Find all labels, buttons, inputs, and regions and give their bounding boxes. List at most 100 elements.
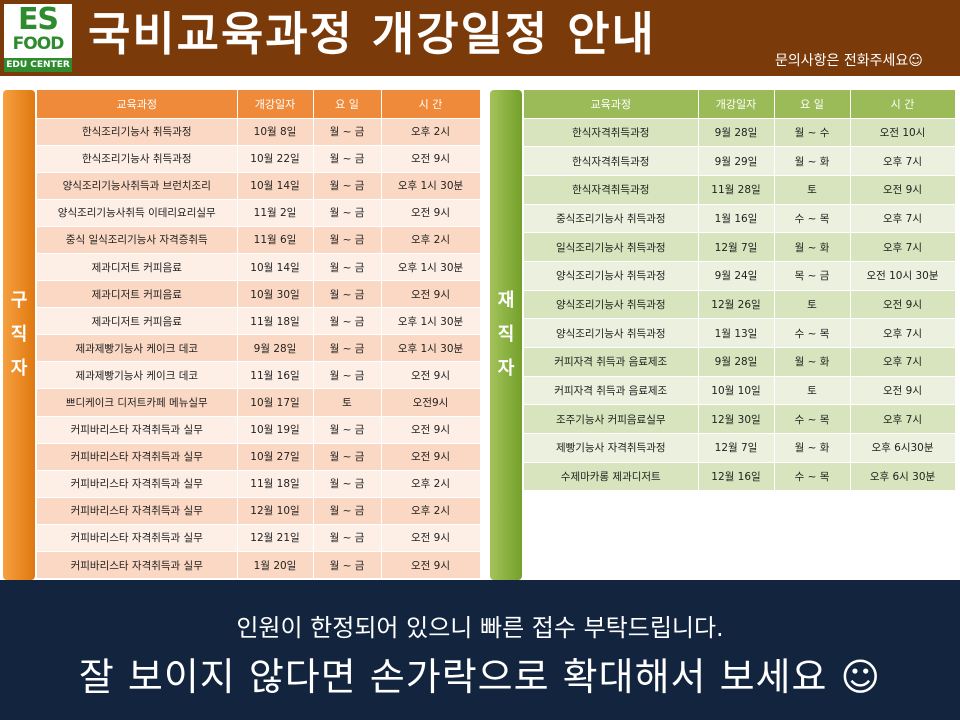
side-label-char: 구 <box>10 290 28 311</box>
table-row: 중식 일식조리기능사 자격증취득 11월 6일 월 ~ 금 오후 2시 <box>37 226 481 254</box>
cell-start-date: 11월 18일 <box>237 470 314 498</box>
cell-time: 오전 9시 <box>381 524 481 553</box>
table-row: 한식조리기능사 취득과정 10월 22일 월 ~ 금 오전 9시 <box>37 145 481 173</box>
cell-course: 커피바리스타 자격취득과 실무 <box>37 524 238 553</box>
table-row: 커피자격 취득과 음료제조 9월 28일 월 ~ 화 오후 7시 <box>524 347 956 377</box>
cell-days: 수 ~ 목 <box>774 462 851 492</box>
cell-days: 목 ~ 금 <box>774 261 851 291</box>
cell-start-date: 11월 18일 <box>237 307 314 336</box>
cell-course: 제과제빵기능사 케이크 데코 <box>37 334 238 363</box>
column-header-days: 요 일 <box>313 90 382 119</box>
cell-course: 제빵기능사 자격취득과정 <box>524 433 699 463</box>
cell-course: 일식조리기능사 취득과정 <box>524 232 699 262</box>
table-row: 일식조리기능사 취득과정 12월 7일 월 ~ 화 오후 7시 <box>524 232 956 262</box>
cell-time: 오후 1시 30분 <box>381 334 481 363</box>
cell-start-date: 9월 28일 <box>698 347 775 377</box>
cell-start-date: 10월 30일 <box>237 280 314 309</box>
cell-course: 중식 일식조리기능사 자격증취득 <box>37 226 238 254</box>
employee-schedule-table: 교육과정 개강일자 요 일 시 간 한식자격취득과정 9월 28일 월 ~ 수 오전 … <box>524 90 956 492</box>
table-row: 커피바리스타 자격취득과 실무 1월 20일 월 ~ 금 오전 9시 <box>37 551 481 580</box>
side-label-char: 재 <box>497 290 515 311</box>
cell-time: 오전 9시 <box>381 145 481 173</box>
cell-days: 월 ~ 금 <box>313 443 382 471</box>
table-row: 커피바리스타 자격취득과 실무 12월 21일 월 ~ 금 오전 9시 <box>37 524 481 553</box>
cell-start-date: 10월 17일 <box>237 388 314 417</box>
side-label-char: 자 <box>10 358 28 379</box>
cell-start-date: 12월 7일 <box>698 232 775 262</box>
table-row: 양식조리기능사 취득과정 1월 13일 수 ~ 목 오후 7시 <box>524 318 956 348</box>
cell-time: 오전 9시 <box>381 280 481 309</box>
cell-start-date: 11월 16일 <box>237 361 314 390</box>
cell-time: 오후 7시 <box>850 347 956 377</box>
cell-days: 월 ~ 금 <box>313 145 382 173</box>
cell-course: 커피자격 취득과 음료제조 <box>524 376 699 406</box>
cell-days: 토 <box>774 376 851 406</box>
column-header-start-date: 개강일자 <box>698 90 775 119</box>
cell-days: 월 ~ 금 <box>313 226 382 254</box>
logo: ES FOOD EDU CENTER <box>4 2 72 72</box>
cell-days: 월 ~ 수 <box>774 118 851 148</box>
cell-days: 월 ~ 화 <box>774 347 851 377</box>
cell-days: 월 ~ 금 <box>313 172 382 200</box>
column-header-time: 시 간 <box>850 90 956 119</box>
cell-time: 오후 7시 <box>850 146 956 176</box>
cell-course: 양식조리기능사취득과 브런치조리 <box>37 172 238 200</box>
table-row: 양식조리기능사취득 이테리요리실무 11월 2일 월 ~ 금 오전 9시 <box>37 199 481 227</box>
table-row: 조주기능사 커피음료실무 12월 30일 수 ~ 목 오후 7시 <box>524 404 956 435</box>
table-row: 커피바리스타 자격취득과 실무 11월 18일 월 ~ 금 오후 2시 <box>37 470 481 498</box>
cell-start-date: 11월 28일 <box>698 175 775 205</box>
footer-zoom-hint: 잘 보이지 않다면 손가락으로 확대해서 보세요 ☺ <box>78 655 882 699</box>
cell-days: 월 ~ 금 <box>313 307 382 336</box>
cell-start-date: 12월 16일 <box>698 462 775 492</box>
cell-start-date: 1월 20일 <box>237 551 314 580</box>
side-label-char: 직 <box>497 324 515 345</box>
cell-start-date: 12월 7일 <box>698 433 775 463</box>
cell-start-date: 10월 14일 <box>237 253 314 282</box>
logo-edu-center-text: EDU CENTER <box>4 58 72 72</box>
cell-days: 토 <box>774 290 851 320</box>
cell-time: 오전 10시 30분 <box>850 261 956 291</box>
table-row: 한식조리기능사 취득과정 10월 8일 월 ~ 금 오후 2시 <box>37 118 481 146</box>
table-row: 양식조리기능사 취득과정 12월 26일 토 오전 9시 <box>524 290 956 320</box>
cell-days: 월 ~ 화 <box>774 232 851 262</box>
cell-start-date: 12월 30일 <box>698 404 775 435</box>
cell-time: 오후 6시30분 <box>850 433 956 463</box>
column-header-days: 요 일 <box>774 90 851 119</box>
cell-course: 한식자격취득과정 <box>524 146 699 176</box>
table-row: 커피바리스타 자격취득과 실무 10월 27일 월 ~ 금 오전 9시 <box>37 443 481 471</box>
cell-days: 월 ~ 금 <box>313 253 382 282</box>
cell-time: 오전 9시 <box>850 376 956 406</box>
cell-time: 오후 2시 <box>381 226 481 254</box>
cell-course: 제과디저트 커피음료 <box>37 253 238 282</box>
table-header-row: 교육과정 개강일자 요 일 시 간 <box>37 90 481 119</box>
cell-time: 오후 6시 30분 <box>850 462 956 492</box>
job-seeker-schedule-table: 교육과정 개강일자 요 일 시 간 한식조리기능사 취득과정 10월 8일 월 ~ … <box>37 90 481 580</box>
cell-time: 오후 1시 30분 <box>381 253 481 282</box>
cell-time: 오전 9시 <box>850 175 956 205</box>
cell-start-date: 9월 29일 <box>698 146 775 176</box>
cell-days: 토 <box>313 388 382 417</box>
cell-start-date: 9월 24일 <box>698 261 775 291</box>
cell-course: 쁘디케이크 디저트카페 메뉴실무 <box>37 388 238 417</box>
cell-days: 월 ~ 금 <box>313 280 382 309</box>
cell-course: 제과제빵기능사 케이크 데코 <box>37 361 238 390</box>
cell-start-date: 10월 19일 <box>237 416 314 444</box>
cell-days: 수 ~ 목 <box>774 404 851 435</box>
cell-days: 월 ~ 금 <box>313 118 382 146</box>
cell-start-date: 12월 10일 <box>237 497 314 525</box>
cell-days: 월 ~ 금 <box>313 416 382 444</box>
cell-time: 오후 7시 <box>850 204 956 234</box>
cell-start-date: 11월 2일 <box>237 199 314 227</box>
cell-course: 커피바리스타 자격취득과 실무 <box>37 551 238 580</box>
cell-days: 수 ~ 목 <box>774 318 851 348</box>
table-row: 커피바리스타 자격취득과 실무 12월 10일 월 ~ 금 오후 2시 <box>37 497 481 525</box>
side-label-char: 자 <box>497 358 515 379</box>
table-row: 한식자격취득과정 9월 29일 월 ~ 화 오후 7시 <box>524 146 956 176</box>
cell-course: 커피바리스타 자격취득과 실무 <box>37 470 238 498</box>
table-row: 제과디저트 커피음료 11월 18일 월 ~ 금 오후 1시 30분 <box>37 307 481 336</box>
cell-time: 오후 1시 30분 <box>381 307 481 336</box>
cell-time: 오후 2시 <box>381 470 481 498</box>
footer-notice: 인원이 한정되어 있으니 빠른 접수 부탁드립니다. <box>236 614 724 642</box>
cell-course: 한식조리기능사 취득과정 <box>37 145 238 173</box>
cell-start-date: 10월 27일 <box>237 443 314 471</box>
